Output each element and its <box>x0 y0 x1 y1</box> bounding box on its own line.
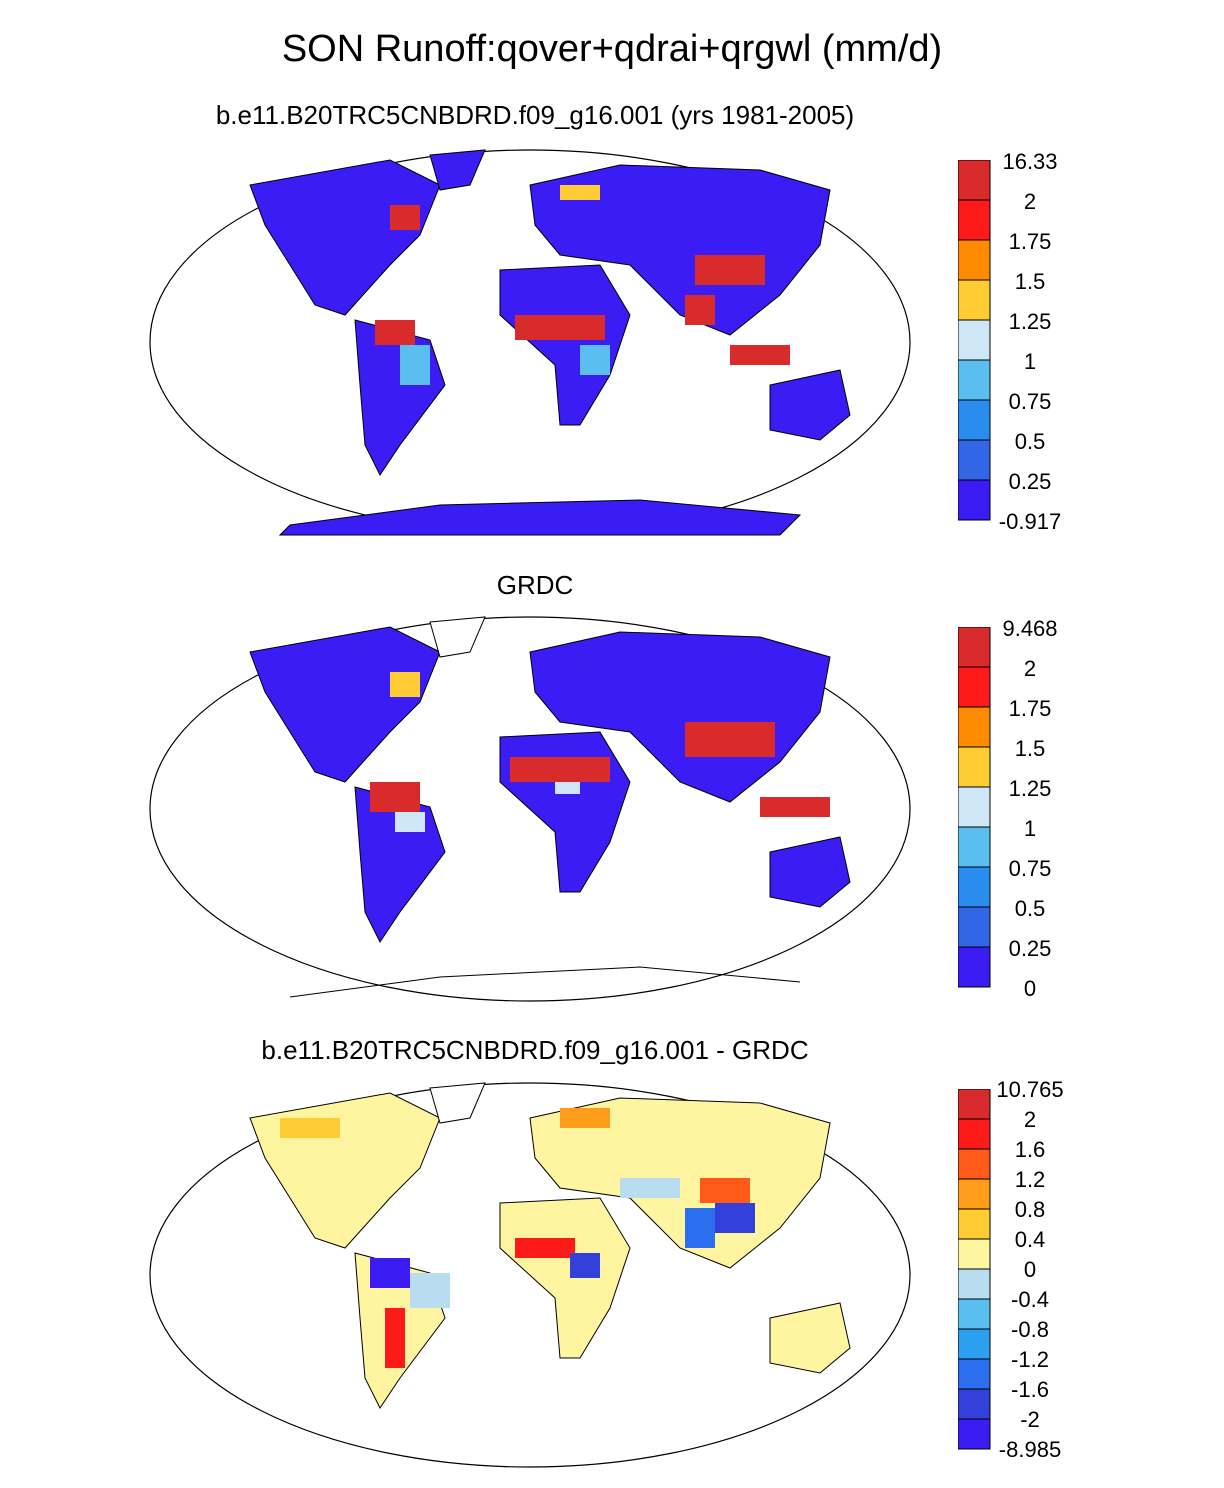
australia <box>769 369 851 441</box>
panel-1-map <box>149 149 911 536</box>
figure-title: SON Runoff:qover+qdrai+qrgwl (mm/d) <box>281 28 943 70</box>
cbar3-label: 0 <box>1023 1257 1037 1282</box>
light-regions <box>395 782 580 832</box>
cbar3-label: 10.765 <box>996 1077 1064 1102</box>
cbar1-label: 1.5 <box>1014 269 1046 294</box>
cbar3-label: 1.6 <box>1014 1137 1046 1162</box>
cbar1-label: 1.25 <box>1008 309 1052 334</box>
cbar3-label: -1.6 <box>1011 1377 1049 1402</box>
cbar2-label: 0.75 <box>1008 856 1052 881</box>
panel-1-subtitle: b.e11.B20TRC5CNBDRD.f09_g16.001 (yrs 198… <box>215 100 855 130</box>
cbar1-label: 0.75 <box>1008 389 1052 414</box>
cbar2-label: 0.5 <box>1014 896 1046 921</box>
red-regions <box>375 205 790 365</box>
greenland <box>429 149 486 191</box>
panel-1-colorbar <box>958 160 991 521</box>
cbar3-label: -2 <box>1020 1407 1040 1432</box>
cbar2-label: 1.25 <box>1008 776 1052 801</box>
cbar2-label: 1.75 <box>1008 696 1052 721</box>
panel-3-colorbar <box>958 1089 991 1450</box>
panel-2-map <box>149 616 911 1002</box>
antarctica <box>278 499 802 536</box>
cbar1-label: 16.33 <box>1002 149 1058 174</box>
panel-3-subtitle: b.e11.B20TRC5CNBDRD.f09_g16.001 - GRDC <box>261 1035 809 1065</box>
cbar2-label: 1.5 <box>1014 736 1046 761</box>
cbar2-label: 0 <box>1023 976 1037 1001</box>
panel-2-subtitle: GRDC <box>496 570 574 600</box>
cbar2-label: 9.468 <box>1002 616 1058 641</box>
australia <box>769 836 851 908</box>
light-regions <box>400 185 610 385</box>
cbar2-label: 1 <box>1023 816 1037 841</box>
panel-2-colorbar <box>958 627 991 988</box>
australia <box>769 1302 851 1374</box>
greenland <box>429 1082 486 1124</box>
cbar1-label: -0.917 <box>998 509 1062 534</box>
panel-3-map <box>149 1082 911 1468</box>
cbar1-label: 1.75 <box>1008 229 1052 254</box>
cbar1-label: 0.5 <box>1014 429 1046 454</box>
cbar3-label: 0.8 <box>1014 1197 1046 1222</box>
continents <box>249 149 851 536</box>
greenland <box>429 616 486 658</box>
anomaly-regions <box>280 1108 755 1368</box>
red-regions <box>370 672 830 817</box>
cbar3-label: -8.985 <box>998 1437 1062 1462</box>
cbar2-label: 0.25 <box>1008 936 1052 961</box>
antarctica-outline <box>289 966 801 998</box>
cbar1-label: 0.25 <box>1008 469 1052 494</box>
europe-asia <box>529 164 831 336</box>
cbar1-label: 2 <box>1023 189 1037 214</box>
europe-asia <box>529 631 831 803</box>
cbar3-label: -1.2 <box>1011 1347 1049 1372</box>
cbar3-label: 2 <box>1023 1107 1037 1132</box>
cbar3-label: 1.2 <box>1014 1167 1046 1192</box>
north-america <box>249 159 441 316</box>
cbar3-label: -0.8 <box>1011 1317 1049 1342</box>
cbar2-label: 2 <box>1023 656 1037 681</box>
cbar3-label: -0.4 <box>1011 1287 1049 1312</box>
north-america <box>249 626 441 783</box>
cbar3-label: 0.4 <box>1014 1227 1046 1252</box>
cbar1-label: 1 <box>1023 349 1037 374</box>
